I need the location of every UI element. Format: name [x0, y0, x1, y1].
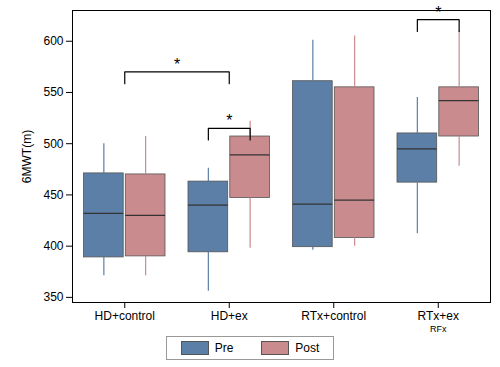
- svg-text:500: 500: [43, 137, 63, 151]
- svg-text:350: 350: [43, 290, 63, 304]
- svg-text:*: *: [435, 4, 441, 21]
- html-text:Pre: Pre: [214, 341, 234, 355]
- svg-text:RFx: RFx: [430, 324, 447, 334]
- svg-text:*: *: [226, 112, 232, 129]
- svg-text:6MWT(m): 6MWT(m): [20, 130, 34, 183]
- svg-text:400: 400: [43, 239, 63, 253]
- svg-text:450: 450: [43, 188, 63, 202]
- html-text:Post: Post: [295, 341, 320, 355]
- svg-text:550: 550: [43, 85, 63, 99]
- svg-text:HD+control: HD+control: [95, 309, 155, 323]
- svg-text:RTx+control: RTx+control: [301, 309, 366, 323]
- svg-text:600: 600: [43, 34, 63, 48]
- svg-text:*: *: [174, 56, 180, 73]
- svg-text:RTx+ex: RTx+ex: [418, 309, 459, 323]
- svg-text:HD+ex: HD+ex: [211, 309, 248, 323]
